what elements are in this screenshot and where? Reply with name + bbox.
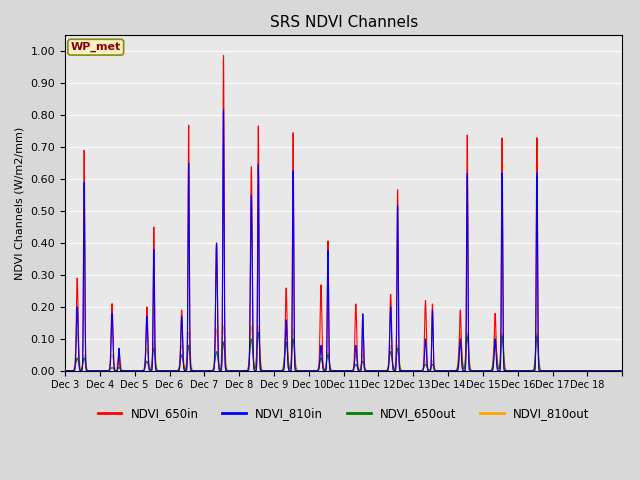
Title: SRS NDVI Channels: SRS NDVI Channels [269, 15, 418, 30]
Y-axis label: NDVI Channels (W/m2/mm): NDVI Channels (W/m2/mm) [15, 126, 25, 280]
Text: WP_met: WP_met [70, 42, 121, 52]
Legend: NDVI_650in, NDVI_810in, NDVI_650out, NDVI_810out: NDVI_650in, NDVI_810in, NDVI_650out, NDV… [93, 403, 595, 425]
